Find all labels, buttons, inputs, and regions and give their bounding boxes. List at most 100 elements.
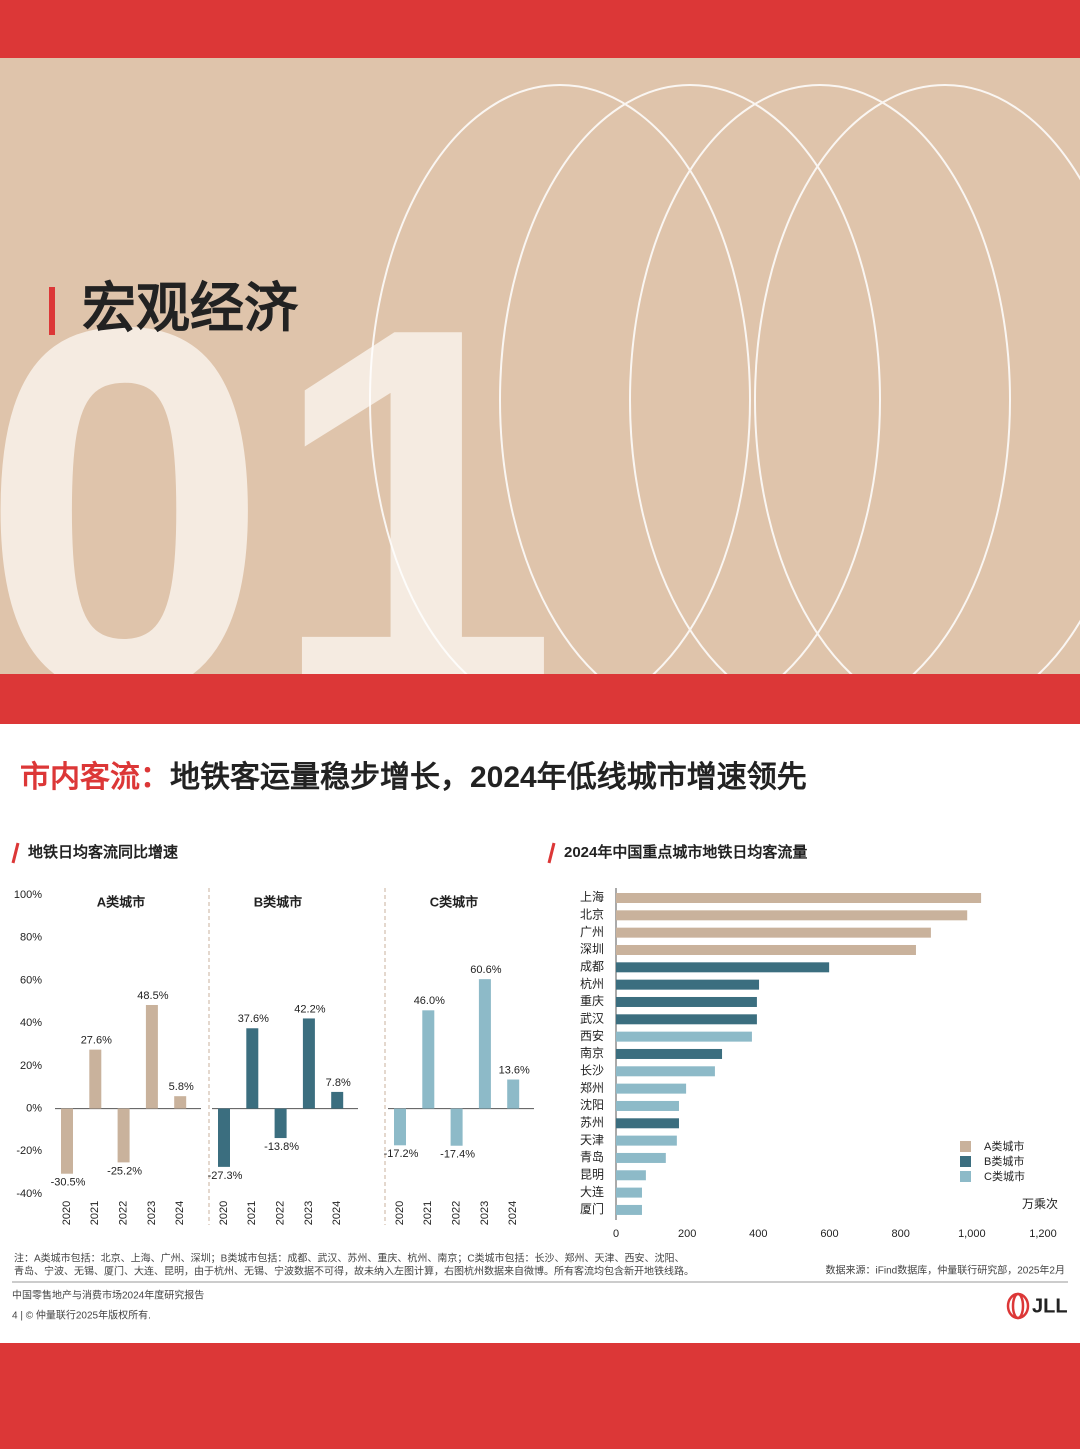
y-tick-label: 北京 [580,908,604,922]
bar [450,1108,463,1146]
legend-label: A类城市 [984,1139,1024,1153]
bar [616,1048,723,1059]
x-tick-label: 2022 [118,1201,130,1225]
y-tick-label: 重庆 [580,994,604,1008]
footer-report: 中国零售地产与消费市场2024年度研究报告 [12,1289,204,1302]
y-tick-label: -20% [16,1145,42,1157]
y-tick-label: 60% [20,974,42,986]
legend-label: C类城市 [984,1169,1025,1183]
bar [616,996,757,1007]
y-tick-label: 20% [20,1060,42,1072]
y-tick-label: 西安 [580,1028,604,1043]
bar [616,1083,687,1094]
title-slash [11,842,20,864]
title-accent [49,287,55,335]
value-label: 27.6% [81,1035,112,1047]
bar [616,1152,666,1163]
x-tick-label: 2024 [331,1201,343,1225]
legend-label: B类城市 [984,1154,1024,1168]
bar [616,1135,677,1146]
x-tick-label: 2024 [507,1201,519,1225]
x-tick-label: 2022 [275,1201,287,1225]
content [0,724,1080,1343]
x-axis-label: 万乘次 [1022,1197,1058,1211]
bar [616,1066,715,1077]
bar [616,1187,642,1198]
panel-title: A类城市 [97,894,145,909]
banner-number: 01 [0,220,558,801]
bar [616,1204,642,1215]
value-label: 37.6% [238,1013,269,1025]
bar [616,927,931,938]
banner [0,58,1080,674]
bar [246,1028,259,1109]
note: 注：A类城市包括：北京、上海、广州、深圳；B类城市包括：成都、武汉、苏州、重庆、… [14,1252,685,1265]
x-tick-label: 2020 [394,1201,406,1225]
bar [616,962,830,973]
bar [394,1108,406,1146]
value-label: 46.0% [414,995,445,1007]
y-tick-label: 青岛 [580,1149,604,1164]
mid-band [0,674,1080,724]
x-tick-label: 2023 [303,1201,315,1225]
footer-page: 4 | © 仲量联行2025年版权所有. [12,1309,151,1322]
y-tick-label: 郑州 [580,1080,604,1095]
legend-swatch [960,1141,971,1152]
bar [274,1108,287,1139]
y-tick-label: 0% [26,1102,42,1114]
bottom-band [0,1343,1080,1449]
value-label: 60.6% [470,964,501,976]
value-label: 5.8% [169,1081,194,1093]
value-label: 48.5% [137,990,168,1002]
y-tick-label: -40% [16,1188,42,1200]
panel-title: B类城市 [254,894,302,909]
x-tick-label: 800 [891,1228,909,1240]
y-tick-label: 南京 [580,1045,604,1060]
bar [616,1100,679,1111]
x-tick-label: 2021 [246,1201,258,1225]
banner-art: 01 [0,84,1080,801]
y-tick-label: 沈阳 [580,1097,604,1112]
title-slash [547,842,556,864]
bar [422,1010,435,1109]
heading-text: 地铁客运量稳步增长，2024年低线城市增速领先 [170,760,807,794]
y-tick-label: 80% [20,932,42,944]
y-tick-label: 厦门 [580,1201,604,1216]
x-tick-label: 2023 [479,1201,491,1225]
y-tick-label: 广州 [580,925,604,939]
panel-title: C类城市 [430,894,478,909]
x-tick-label: 0 [613,1228,619,1240]
x-tick-label: 1,000 [958,1228,986,1240]
bar [145,1004,158,1109]
x-tick-label: 2020 [61,1201,73,1225]
banner-title: 宏观经济 [82,278,299,338]
bar [616,910,968,921]
y-tick-label: 100% [14,889,42,901]
bar [616,979,760,990]
y-tick-label: 武汉 [580,1011,604,1025]
bar [616,1031,752,1042]
bar [507,1079,520,1109]
chart-title: 地铁日均客流同比增速 [28,843,178,861]
bar [331,1091,344,1109]
bar [218,1108,230,1167]
top-band [0,0,1080,58]
value-label: -13.8% [264,1141,299,1153]
y-tick-label: 深圳 [580,942,604,956]
bar [616,944,916,955]
value-label: -27.3% [208,1170,243,1182]
heading: 市内客流：地铁客运量稳步增长，2024年低线城市增速领先 [20,760,807,794]
y-tick-label: 天津 [580,1133,604,1147]
value-label: -17.4% [440,1149,475,1161]
y-tick-label: 昆明 [580,1167,604,1181]
logo: JLL [1032,1295,1068,1317]
x-tick-label: 2022 [451,1201,463,1225]
legend-swatch [960,1156,971,1167]
y-tick-label: 杭州 [580,976,604,991]
value-label: 7.8% [326,1077,351,1089]
y-tick-label: 长沙 [580,1063,604,1077]
value-label: -30.5% [51,1177,86,1189]
y-tick-label: 苏州 [580,1115,604,1129]
